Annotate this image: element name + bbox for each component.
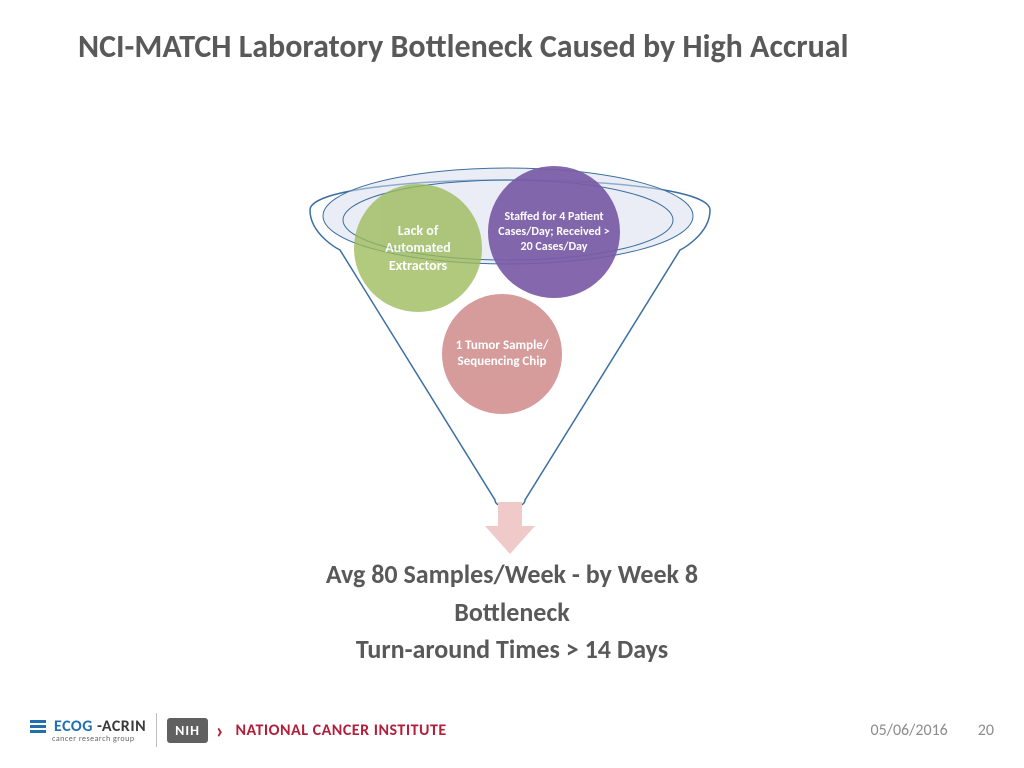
footer-date: 05/06/2016: [871, 721, 948, 740]
footer-page-number: 20: [978, 721, 994, 740]
circle-label: Lack of Automated Extractors: [364, 222, 472, 275]
ecog-acrin-logo: ECOG-ACRIN cancer research group: [30, 717, 146, 744]
ecog-subtitle: cancer research group: [52, 734, 135, 744]
funnel-circle-green: Lack of Automated Extractors: [354, 184, 482, 312]
ecog-bars-icon: [30, 720, 46, 733]
logo-separator: [156, 713, 157, 747]
footer-logos: ECOG-ACRIN cancer research group NIH › N…: [30, 713, 447, 747]
page-title: NCI-MATCH Laboratory Bottleneck Caused b…: [78, 28, 964, 66]
nih-badge: NIH: [167, 718, 208, 743]
funnel-diagram: Lack of Automated Extractors Staffed for…: [280, 140, 740, 520]
funnel-circle-pink: 1 Tumor Sample/ Sequencing Chip: [442, 294, 562, 414]
circle-label: 1 Tumor Sample/ Sequencing Chip: [452, 338, 552, 371]
circle-label: Staffed for 4 Patient Cases/Day; Receive…: [498, 210, 610, 255]
summary-line-1: Avg 80 Samples/Week - by Week 8: [0, 556, 1024, 594]
footer-meta: 05/06/2016 20: [871, 721, 994, 740]
footer: ECOG-ACRIN cancer research group NIH › N…: [30, 710, 994, 750]
summary-line-3: Turn-around Times > 14 Days: [0, 631, 1024, 669]
summary-line-2: Bottleneck: [0, 594, 1024, 632]
funnel-circle-purple: Staffed for 4 Patient Cases/Day; Receive…: [488, 166, 620, 298]
chevron-right-icon: ›: [216, 717, 224, 744]
summary-text: Avg 80 Samples/Week - by Week 8 Bottlene…: [0, 556, 1024, 669]
funnel-arrow: [485, 502, 535, 554]
nci-text: NATIONAL CANCER INSTITUTE: [236, 721, 447, 740]
